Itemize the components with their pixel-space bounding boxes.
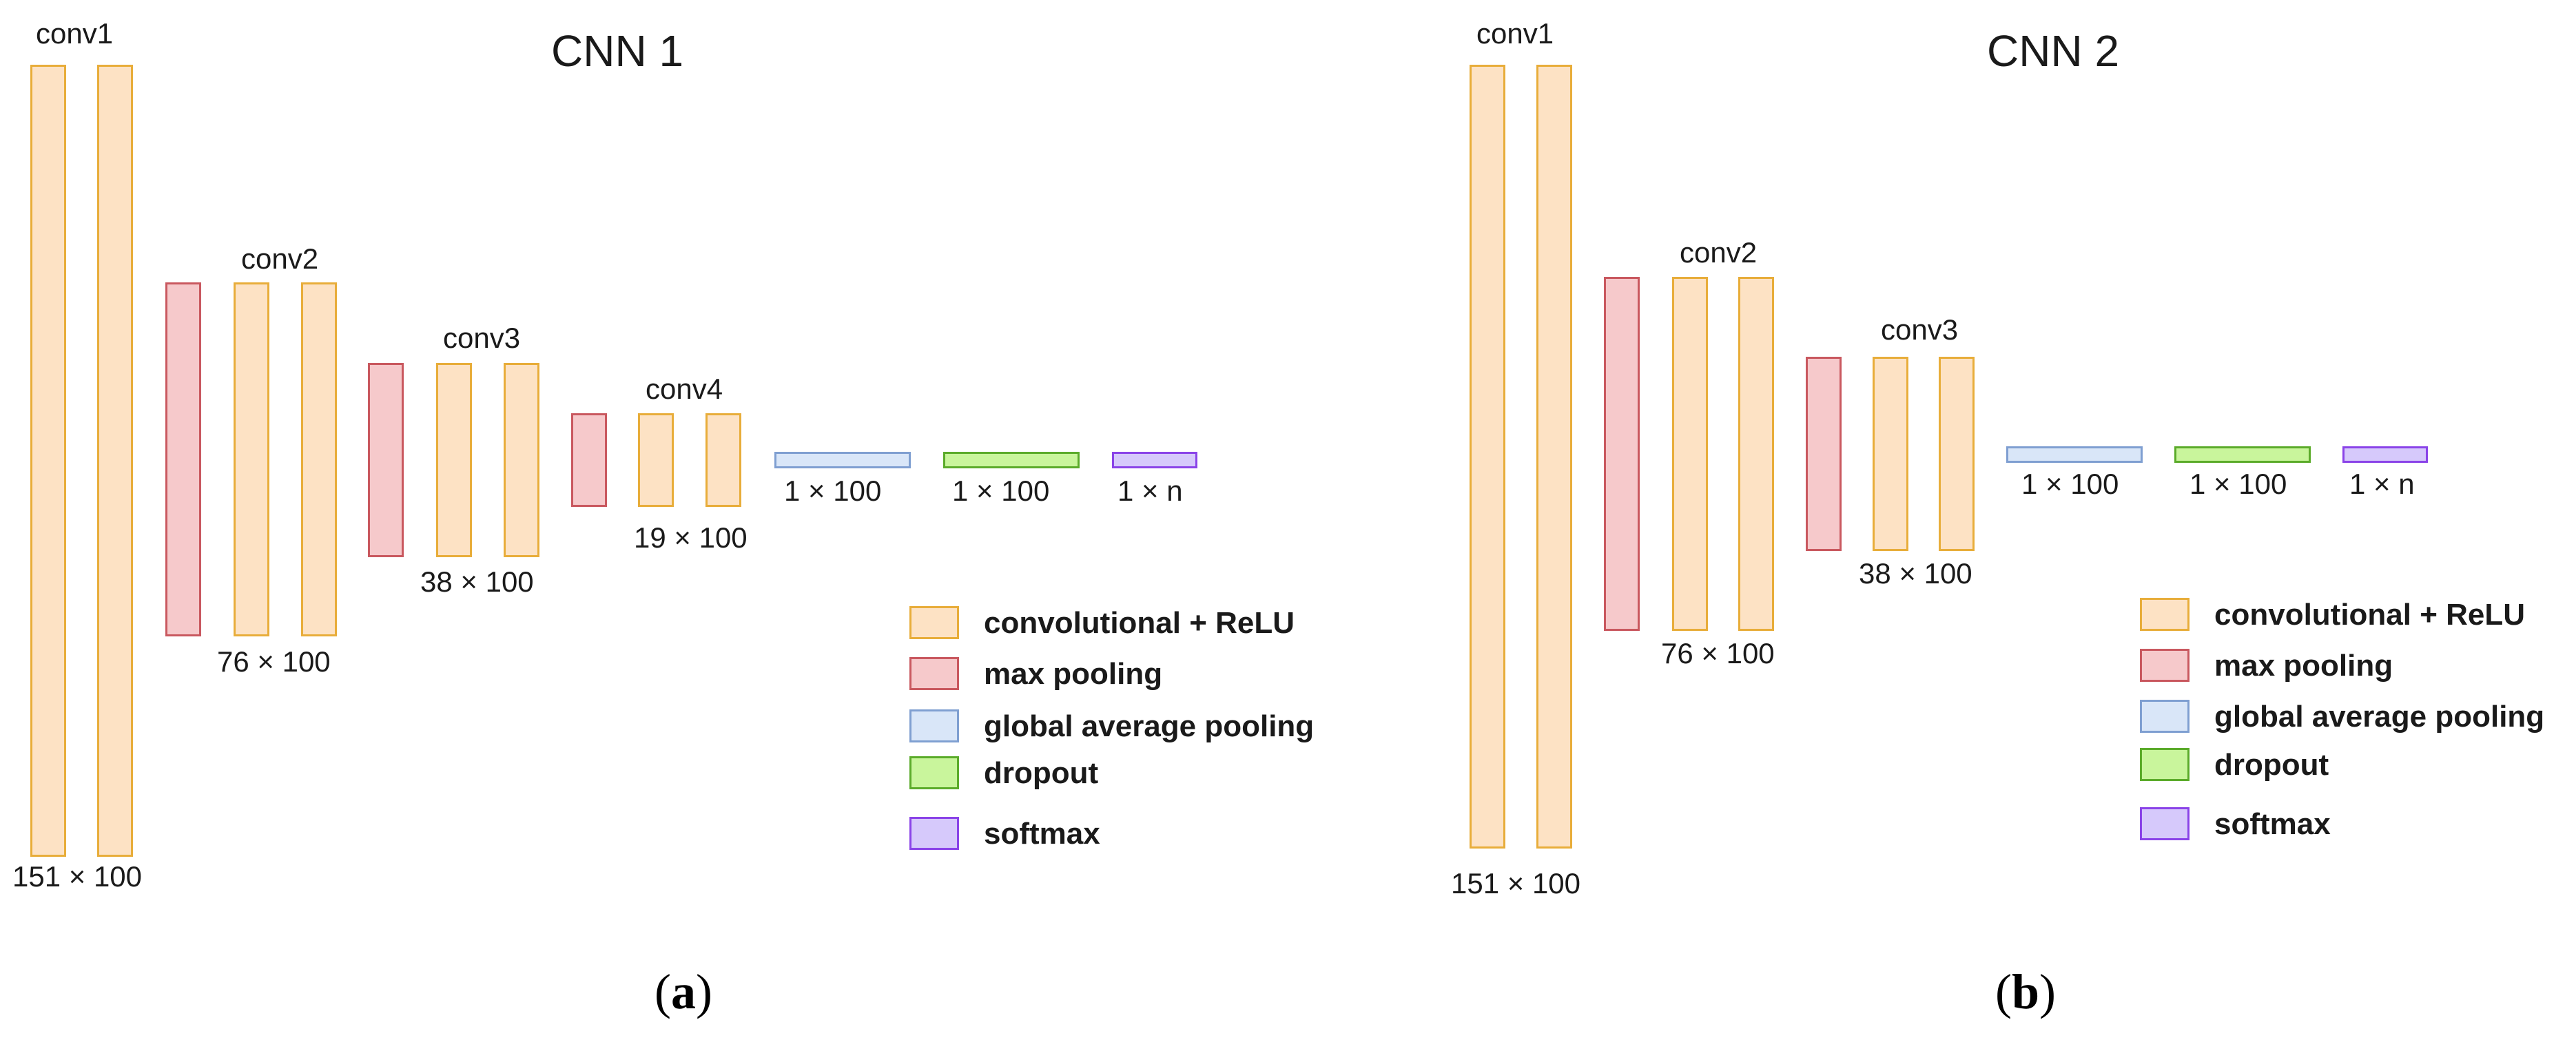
legend-label: max pooling	[984, 657, 1163, 691]
dimension-label: 1 × 100	[952, 475, 1050, 507]
conv-block	[638, 413, 674, 507]
dimension-label: 1 × 100	[784, 475, 882, 507]
legend-label: convolutional + ReLU	[984, 606, 1295, 640]
conv-block	[436, 363, 472, 557]
legend-swatch-softmax	[909, 817, 959, 850]
conv-block	[97, 65, 133, 857]
dropout-block	[2174, 446, 2311, 463]
dropout-block	[943, 452, 1080, 468]
legend-swatch-pool	[909, 657, 959, 690]
dimension-label: 1 × 100	[2189, 468, 2287, 500]
dimension-label: 151 × 100	[1451, 867, 1581, 899]
dimension-label: 38 × 100	[420, 565, 534, 598]
dimension-label: 151 × 100	[12, 860, 143, 893]
legend-label: softmax	[984, 817, 1100, 851]
pool-block	[1604, 277, 1640, 631]
layer-label: conv1	[36, 17, 114, 50]
dimension-label: 1 × 100	[2021, 468, 2119, 500]
panel-caption: (b)	[1995, 964, 2057, 1019]
dimension-label: 1 × n	[2349, 468, 2415, 500]
dimension-label: 38 × 100	[1859, 557, 1972, 590]
conv-block	[1873, 357, 1908, 551]
panel-title: CNN 2	[1987, 26, 2120, 76]
pool-block	[368, 363, 404, 557]
layer-label: conv2	[241, 242, 319, 275]
conv-block	[30, 65, 66, 857]
legend-swatch-pool	[2140, 649, 2189, 682]
conv-block	[504, 363, 539, 557]
pool-block	[1806, 357, 1842, 551]
legend-swatch-conv	[909, 606, 959, 639]
gap-block	[774, 452, 911, 468]
legend-swatch-gap	[2140, 700, 2189, 733]
conv-block	[1470, 65, 1505, 849]
layer-label: conv2	[1680, 236, 1758, 269]
legend-label: softmax	[2214, 807, 2331, 841]
conv-block	[234, 282, 269, 636]
conv-block	[705, 413, 741, 507]
legend-swatch-dropout	[2140, 748, 2189, 781]
softmax-block	[1112, 452, 1197, 468]
pool-block	[165, 282, 201, 636]
legend-swatch-dropout	[909, 756, 959, 789]
legend-label: global average pooling	[2214, 700, 2545, 734]
legend-label: convolutional + ReLU	[2214, 598, 2526, 632]
conv-block	[1738, 277, 1774, 631]
gap-block	[2006, 446, 2143, 463]
softmax-block	[2342, 446, 2428, 463]
dimension-label: 19 × 100	[634, 521, 748, 554]
legend-label: dropout	[2214, 748, 2329, 782]
dimension-label: 1 × n	[1117, 475, 1183, 507]
legend-swatch-softmax	[2140, 807, 2189, 840]
layer-label: conv3	[443, 322, 521, 354]
pool-block	[571, 413, 607, 507]
layer-label: conv1	[1476, 17, 1554, 50]
legend-swatch-gap	[909, 709, 959, 742]
legend-label: global average pooling	[984, 709, 1315, 743]
conv-block	[1939, 357, 1975, 551]
conv-block	[301, 282, 337, 636]
panel-caption: (a)	[655, 964, 712, 1019]
layer-label: conv4	[646, 373, 723, 405]
legend-label: max pooling	[2214, 649, 2393, 683]
legend-label: dropout	[984, 756, 1099, 790]
dimension-label: 76 × 100	[1661, 637, 1775, 669]
panel-title: CNN 1	[551, 26, 684, 76]
legend-swatch-conv	[2140, 598, 2189, 631]
conv-block	[1536, 65, 1572, 849]
dimension-label: 76 × 100	[217, 645, 331, 678]
conv-block	[1672, 277, 1708, 631]
layer-label: conv3	[1881, 313, 1959, 346]
